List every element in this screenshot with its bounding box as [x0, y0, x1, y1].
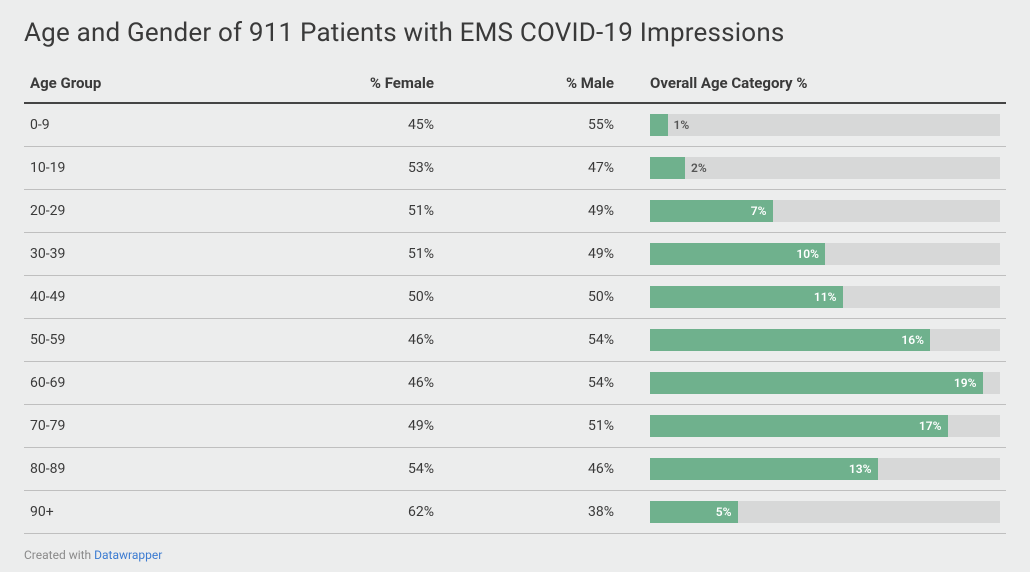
bar-fill: 16%: [650, 329, 930, 351]
cell-female: 54%: [284, 448, 464, 491]
bar-fill: [650, 114, 668, 136]
chart-title: Age and Gender of 911 Patients with EMS …: [24, 18, 1006, 48]
col-header-male: % Male: [464, 66, 644, 103]
bar-track: 17%: [650, 415, 1000, 437]
cell-age: 60-69: [24, 362, 284, 405]
bar-label: 19%: [954, 376, 977, 390]
cell-age: 40-49: [24, 276, 284, 319]
bar-label: 7%: [751, 204, 767, 218]
table-row: 60-6946%54% 19%: [24, 362, 1006, 405]
cell-age: 80-89: [24, 448, 284, 491]
chart-container: Age and Gender of 911 Patients with EMS …: [0, 0, 1030, 572]
cell-female: 51%: [284, 190, 464, 233]
cell-female: 62%: [284, 491, 464, 534]
table-row: 90+62%38% 5%: [24, 491, 1006, 534]
cell-female: 49%: [284, 405, 464, 448]
table-row: 80-8954%46% 13%: [24, 448, 1006, 491]
cell-age: 50-59: [24, 319, 284, 362]
cell-female: 46%: [284, 319, 464, 362]
bar-track: 11%: [650, 286, 1000, 308]
bar-label: 5%: [716, 505, 732, 519]
table-row: 0-945%55% 1%: [24, 103, 1006, 147]
bar-fill: 10%: [650, 243, 825, 265]
cell-age: 10-19: [24, 147, 284, 190]
bar-label: 13%: [849, 462, 872, 476]
cell-overall-bar: 13%: [644, 448, 1006, 491]
cell-male: 54%: [464, 319, 644, 362]
col-header-female: % Female: [284, 66, 464, 103]
bar-fill: 7%: [650, 200, 773, 222]
table-header-row: Age Group % Female % Male Overall Age Ca…: [24, 66, 1006, 103]
cell-female: 50%: [284, 276, 464, 319]
cell-male: 50%: [464, 276, 644, 319]
bar-track: 5%: [650, 501, 1000, 523]
cell-male: 51%: [464, 405, 644, 448]
cell-overall-bar: 11%: [644, 276, 1006, 319]
col-header-age: Age Group: [24, 66, 284, 103]
bar-track: 13%: [650, 458, 1000, 480]
bar-fill: [650, 157, 685, 179]
table-row: 20-2951%49% 7%: [24, 190, 1006, 233]
cell-male: 54%: [464, 362, 644, 405]
bar-track: 2%: [650, 157, 1000, 179]
cell-male: 55%: [464, 103, 644, 147]
cell-overall-bar: 17%: [644, 405, 1006, 448]
bar-fill: 11%: [650, 286, 843, 308]
bar-label: 11%: [814, 290, 837, 304]
col-header-overall: Overall Age Category %: [644, 66, 1006, 103]
cell-overall-bar: 7%: [644, 190, 1006, 233]
cell-age: 30-39: [24, 233, 284, 276]
cell-male: 46%: [464, 448, 644, 491]
bar-fill: 13%: [650, 458, 878, 480]
cell-male: 49%: [464, 190, 644, 233]
cell-overall-bar: 2%: [644, 147, 1006, 190]
bar-label: 1%: [674, 118, 690, 132]
bar-fill: 19%: [650, 372, 983, 394]
datawrapper-link[interactable]: Datawrapper: [94, 548, 162, 562]
cell-age: 0-9: [24, 103, 284, 147]
table-row: 50-5946%54% 16%: [24, 319, 1006, 362]
cell-female: 46%: [284, 362, 464, 405]
bar-label: 17%: [919, 419, 942, 433]
table-row: 10-1953%47% 2%: [24, 147, 1006, 190]
cell-overall-bar: 1%: [644, 103, 1006, 147]
chart-footer: Created with Datawrapper: [24, 548, 1006, 562]
cell-female: 51%: [284, 233, 464, 276]
table-row: 30-3951%49% 10%: [24, 233, 1006, 276]
cell-overall-bar: 10%: [644, 233, 1006, 276]
data-table: Age Group % Female % Male Overall Age Ca…: [24, 66, 1006, 534]
bar-label: 2%: [691, 161, 707, 175]
bar-track: 19%: [650, 372, 1000, 394]
bar-track: 1%: [650, 114, 1000, 136]
cell-age: 20-29: [24, 190, 284, 233]
cell-overall-bar: 5%: [644, 491, 1006, 534]
table-row: 70-7949%51% 17%: [24, 405, 1006, 448]
cell-age: 90+: [24, 491, 284, 534]
cell-female: 45%: [284, 103, 464, 147]
bar-track: 7%: [650, 200, 1000, 222]
bar-fill: 17%: [650, 415, 948, 437]
cell-female: 53%: [284, 147, 464, 190]
bar-fill: 5%: [650, 501, 738, 523]
cell-overall-bar: 19%: [644, 362, 1006, 405]
cell-male: 38%: [464, 491, 644, 534]
table-row: 40-4950%50%11%: [24, 276, 1006, 319]
bar-track: 10%: [650, 243, 1000, 265]
footer-prefix: Created with: [24, 548, 94, 562]
bar-label: 16%: [901, 333, 924, 347]
cell-overall-bar: 16%: [644, 319, 1006, 362]
cell-male: 49%: [464, 233, 644, 276]
cell-male: 47%: [464, 147, 644, 190]
cell-age: 70-79: [24, 405, 284, 448]
bar-label: 10%: [796, 247, 819, 261]
bar-track: 16%: [650, 329, 1000, 351]
